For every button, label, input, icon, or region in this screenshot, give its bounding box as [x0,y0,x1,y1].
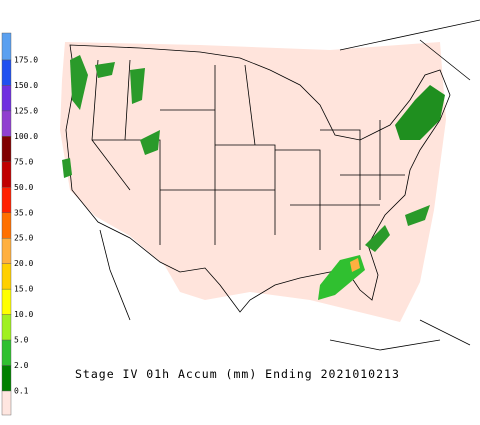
legend-label: 20.0 [14,259,33,268]
legend-label: 10.0 [14,310,33,319]
legend-label: 125.0 [14,106,38,115]
legend-swatch [1,263,12,290]
data-coverage [60,42,446,322]
legend: 175.0 150.0 125.0 100.0 75.0 50.0 35.0 25.0 20.0… [1,32,38,416]
legend-swatch [1,110,12,137]
map-title: Stage IV 01h Accum (mm) Ending 202101021… [75,367,400,381]
precip-areas [62,55,445,300]
country-outline [65,44,451,313]
legend-swatch [1,314,12,341]
legend-swatch [1,339,12,366]
legend-swatch [1,238,12,264]
legend-swatch [1,85,12,112]
legend-label: 50.0 [14,183,33,192]
legend-swatch [1,32,12,61]
legend-label: 15.0 [14,285,33,294]
legend-label: 2.0 [14,361,29,370]
legend-swatch [1,365,12,392]
legend-swatch [1,390,12,416]
legend-label: 75.0 [14,157,33,166]
legend-swatch [1,212,12,239]
legend-swatch [1,288,12,315]
legend-label: 5.0 [14,336,29,345]
legend-swatch [1,59,12,86]
legend-swatch [1,161,12,188]
legend-label: 150.0 [14,81,38,90]
legend-swatch [1,187,12,213]
legend-label: 175.0 [14,56,38,65]
legend-swatch [1,136,12,163]
legend-label: 100.0 [14,132,38,141]
legend-label: 0.1 [14,387,29,396]
legend-label: 25.0 [14,234,33,243]
coastlines [99,19,480,351]
legend-label: 35.0 [14,208,33,217]
